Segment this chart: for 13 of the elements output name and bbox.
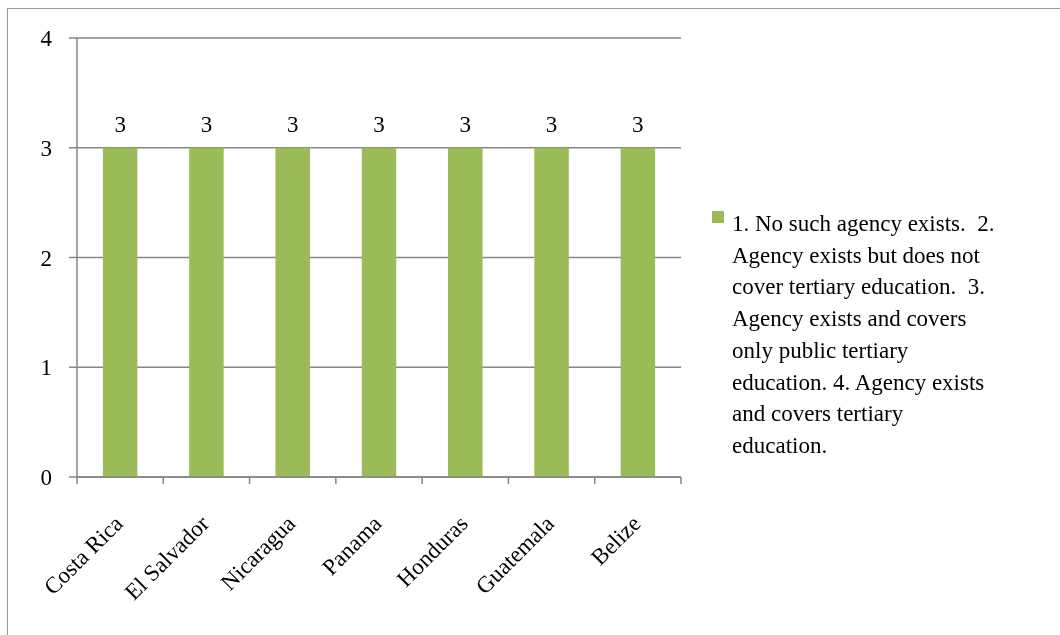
- data-label: 3: [459, 111, 472, 137]
- legend-label: 1. No such agency exists. 2. Agency exists but does not cover tertiary education. 3. Agency exists and covers only public tertiary education. 4. Agency exists and covers tertiary education.: [732, 211, 995, 458]
- data-label: 3: [373, 111, 385, 137]
- y-tick-label: 4: [40, 26, 53, 52]
- y-tick-label: 2: [40, 245, 52, 271]
- data-label: 3: [545, 111, 558, 137]
- data-label: 3: [200, 111, 213, 137]
- data-label: 3: [286, 111, 299, 137]
- data-label: 3: [114, 111, 126, 137]
- y-tick-label: 1: [40, 355, 52, 381]
- data-label: 3: [632, 111, 644, 137]
- y-tick-label: 0: [40, 465, 52, 491]
- y-tick-label: 3: [40, 135, 52, 161]
